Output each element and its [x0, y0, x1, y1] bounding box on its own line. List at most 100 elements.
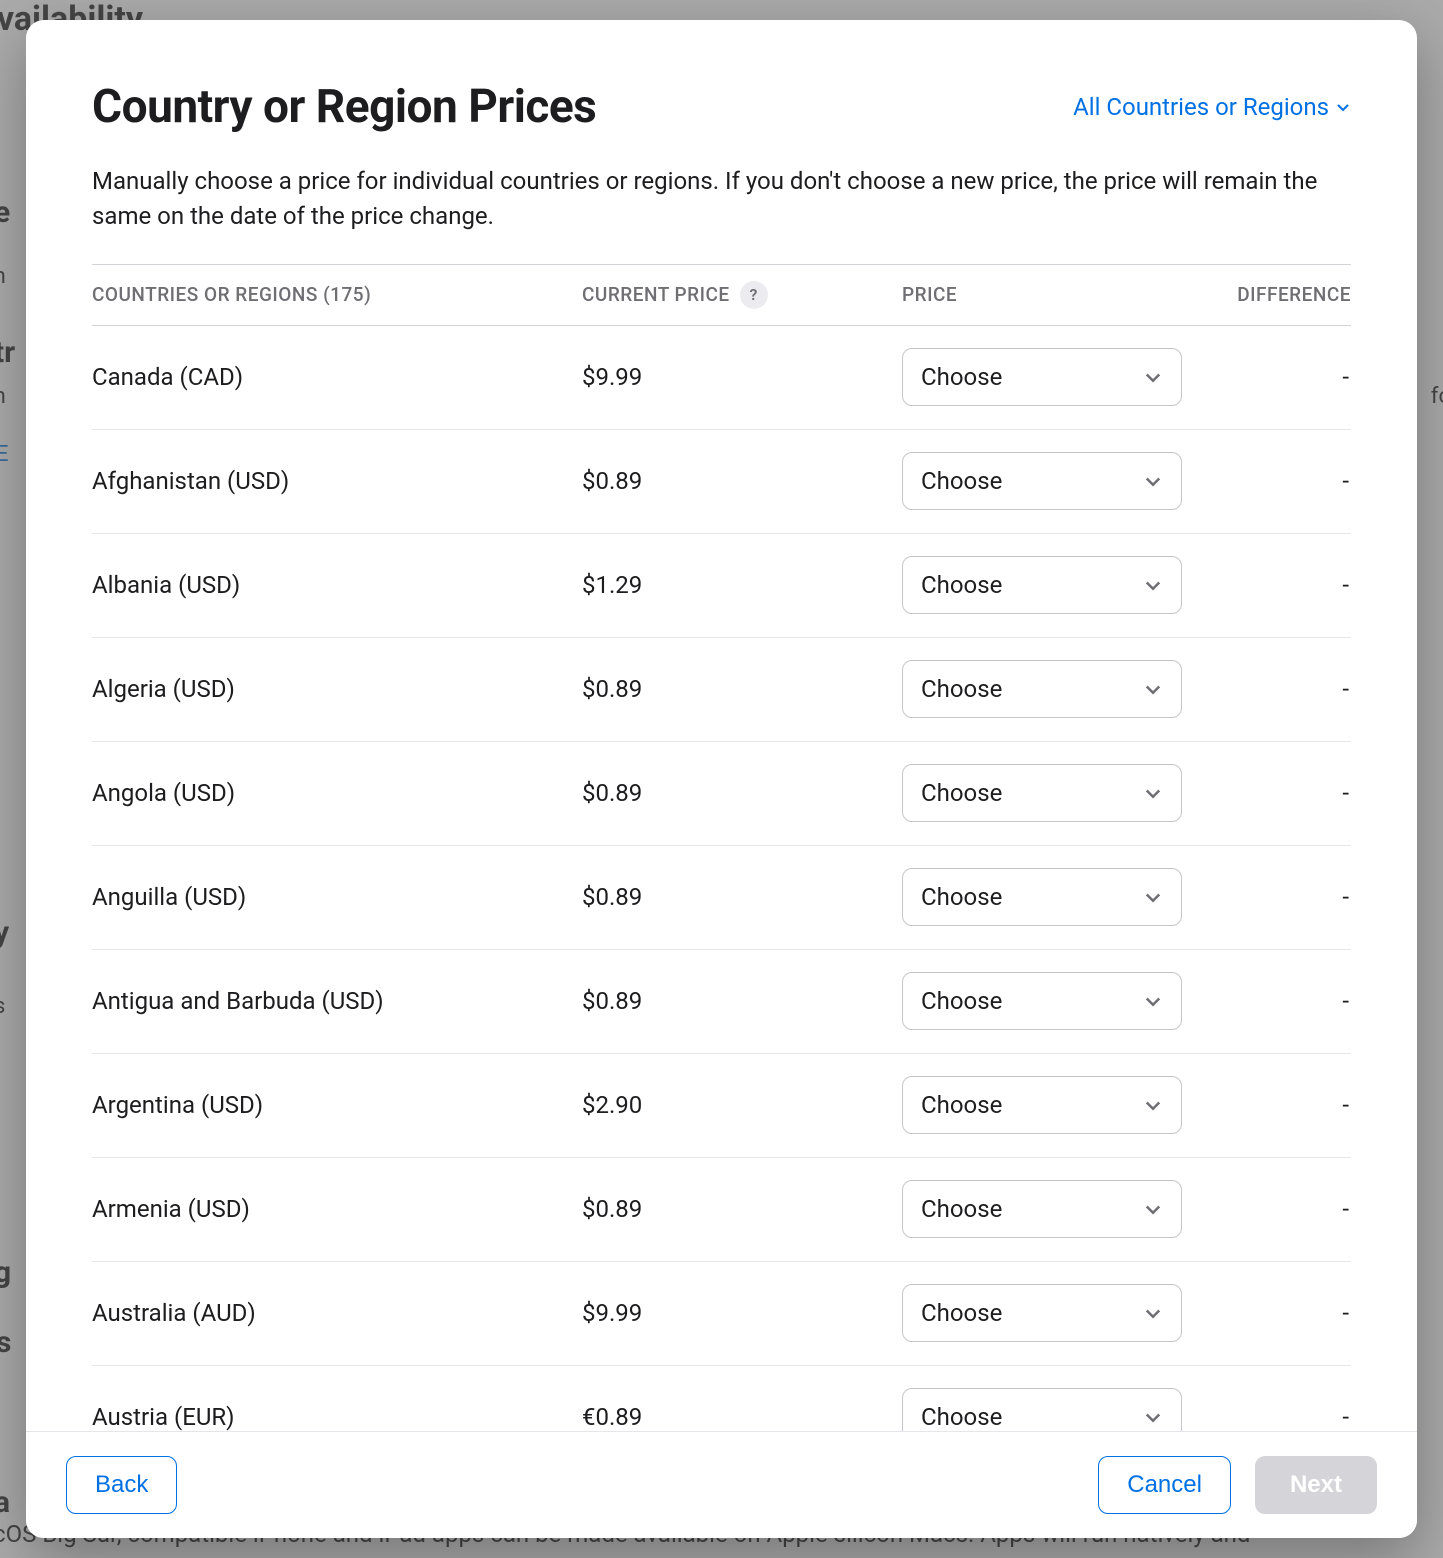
table-row: Argentina (USD)$2.90 Choose -: [92, 1054, 1351, 1158]
current-price-cell: $0.89: [582, 987, 902, 1015]
price-select-label: Choose: [921, 779, 1002, 807]
country-cell: Afghanistan (USD): [92, 467, 582, 495]
current-price-cell: $0.89: [582, 675, 902, 703]
difference-cell: -: [1342, 363, 1351, 391]
difference-cell: -: [1342, 571, 1351, 599]
current-price-cell: $1.29: [582, 571, 902, 599]
country-cell: Algeria (USD): [92, 675, 582, 703]
price-select-label: Choose: [921, 1091, 1002, 1119]
table-row: Anguilla (USD)$0.89 Choose -: [92, 846, 1351, 950]
table-row: Afghanistan (USD)$0.89Choose -: [92, 430, 1351, 534]
price-select[interactable]: Choose: [902, 1180, 1182, 1238]
modal-header: Country or Region Prices All Countries o…: [92, 80, 1351, 134]
price-select[interactable]: Choose: [902, 556, 1182, 614]
price-cell: Choose: [902, 1284, 1202, 1342]
footer-right: Cancel Next: [1098, 1456, 1377, 1514]
difference-cell: -: [1342, 883, 1351, 911]
col-price: Price: [902, 283, 1202, 306]
difference-cell: -: [1342, 779, 1351, 807]
back-button[interactable]: Back: [66, 1456, 177, 1514]
col-difference: Difference: [1202, 283, 1351, 306]
price-select[interactable]: Choose: [902, 1284, 1182, 1342]
price-select[interactable]: Choose: [902, 764, 1182, 822]
price-select[interactable]: Choose: [902, 868, 1182, 926]
price-cell: Choose: [902, 660, 1202, 718]
chevron-down-icon: [1143, 1303, 1163, 1323]
current-price-cell: $2.90: [582, 1091, 902, 1119]
table-row: Albania (USD)$1.29Choose-: [92, 534, 1351, 638]
current-price-cell: $0.89: [582, 883, 902, 911]
table-body: Canada (CAD)$9.99Choose-Afghanistan (USD…: [92, 326, 1351, 1431]
table-row: Canada (CAD)$9.99 Choose -: [92, 326, 1351, 430]
difference-cell: -: [1342, 1299, 1351, 1327]
chevron-down-icon: [1143, 1095, 1163, 1115]
table-header: Countries or Regions (175) Current Price…: [92, 264, 1351, 326]
country-cell: Canada (CAD): [92, 363, 582, 391]
price-select-label: Choose: [921, 363, 1002, 391]
price-select-label: Choose: [921, 675, 1002, 703]
table-row: Angola (USD)$0.89Choose-: [92, 742, 1351, 846]
country-cell: Antigua and Barbuda (USD): [92, 987, 582, 1015]
country-cell: Argentina (USD): [92, 1091, 582, 1119]
price-cell: Choose: [902, 764, 1202, 822]
col-current-price-label: Current Price: [582, 283, 730, 306]
col-current-price: Current Price ?: [582, 281, 902, 309]
col-countries: Countries or Regions (175): [92, 283, 582, 306]
current-price-cell: $0.89: [582, 467, 902, 495]
filter-label: All Countries or Regions: [1073, 93, 1329, 121]
country-cell: Austria (EUR): [92, 1403, 582, 1431]
next-button[interactable]: Next: [1255, 1456, 1377, 1514]
price-cell: Choose: [902, 1388, 1202, 1431]
difference-cell: -: [1342, 1195, 1351, 1223]
chevron-down-icon: [1143, 367, 1163, 387]
price-select[interactable]: Choose: [902, 1076, 1182, 1134]
difference-cell: -: [1342, 987, 1351, 1015]
help-icon[interactable]: ?: [740, 281, 768, 309]
price-cell: Choose: [902, 868, 1202, 926]
price-select[interactable]: Choose: [902, 1388, 1182, 1431]
country-cell: Anguilla (USD): [92, 883, 582, 911]
difference-cell: -: [1342, 675, 1351, 703]
country-cell: Angola (USD): [92, 779, 582, 807]
chevron-down-icon: [1143, 887, 1163, 907]
price-select[interactable]: Choose: [902, 972, 1182, 1030]
current-price-cell: €0.89: [582, 1403, 902, 1431]
price-cell: Choose: [902, 556, 1202, 614]
difference-cell: -: [1342, 1403, 1351, 1431]
table-row: Antigua and Barbuda (USD)$0.89 Choose -: [92, 950, 1351, 1054]
chevron-down-icon: [1143, 1407, 1163, 1427]
table-row: Armenia (USD)$0.89 Choose -: [92, 1158, 1351, 1262]
price-select[interactable]: Choose: [902, 660, 1182, 718]
price-table: Countries or Regions (175) Current Price…: [92, 264, 1351, 1431]
chevron-down-icon: [1143, 679, 1163, 699]
modal-footer: Back Cancel Next: [26, 1431, 1417, 1538]
country-cell: Australia (AUD): [92, 1299, 582, 1327]
price-cell: Choose: [902, 972, 1202, 1030]
table-row: Algeria (USD)$0.89 Choose -: [92, 638, 1351, 742]
chevron-down-icon: [1143, 783, 1163, 803]
price-cell: Choose: [902, 1180, 1202, 1238]
chevron-down-icon: [1143, 575, 1163, 595]
price-select-label: Choose: [921, 883, 1002, 911]
difference-cell: -: [1342, 1091, 1351, 1119]
price-modal: Country or Region Prices All Countries o…: [26, 20, 1417, 1538]
price-select-label: Choose: [921, 1403, 1002, 1431]
cancel-button[interactable]: Cancel: [1098, 1456, 1231, 1514]
current-price-cell: $0.89: [582, 1195, 902, 1223]
price-select-label: Choose: [921, 571, 1002, 599]
price-select-label: Choose: [921, 1299, 1002, 1327]
country-cell: Armenia (USD): [92, 1195, 582, 1223]
chevron-down-icon: [1335, 99, 1351, 115]
current-price-cell: $9.99: [582, 363, 902, 391]
price-select-label: Choose: [921, 1195, 1002, 1223]
table-row: Austria (EUR)€0.89 Choose -: [92, 1366, 1351, 1431]
price-select[interactable]: Choose: [902, 348, 1182, 406]
price-select-label: Choose: [921, 987, 1002, 1015]
chevron-down-icon: [1143, 991, 1163, 1011]
filter-dropdown[interactable]: All Countries or Regions: [1073, 93, 1351, 121]
difference-cell: -: [1342, 467, 1351, 495]
modal-title: Country or Region Prices: [92, 80, 596, 134]
table-row: Australia (AUD)$9.99Choose-: [92, 1262, 1351, 1366]
price-select[interactable]: Choose: [902, 452, 1182, 510]
modal-body: Country or Region Prices All Countries o…: [26, 20, 1417, 1431]
